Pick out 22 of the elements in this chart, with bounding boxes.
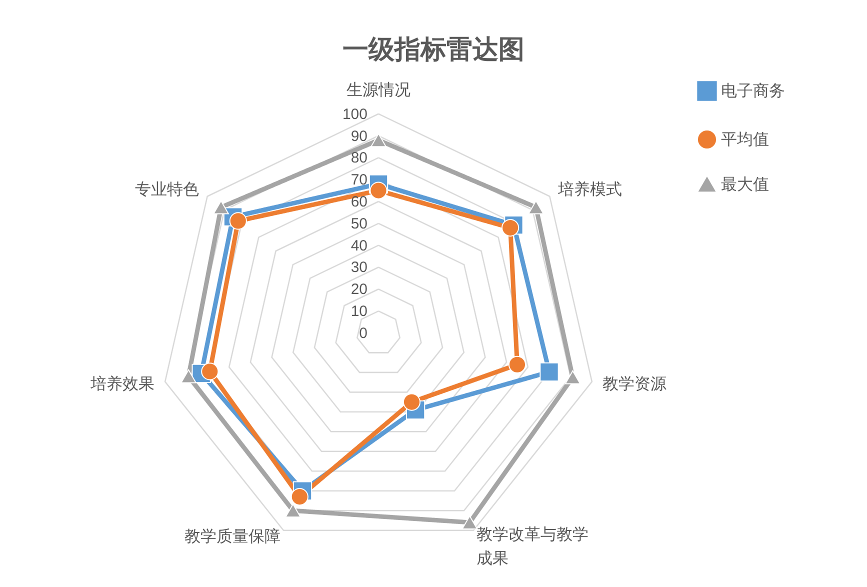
y-tick-label: 100 [342, 106, 368, 123]
y-tick-label: 50 [350, 215, 368, 232]
y-tick-label: 20 [350, 281, 368, 298]
y-tick-label: 70 [350, 172, 368, 189]
spoke-label: 教学资源 [602, 375, 667, 394]
chart-title: 一级指标雷达图 [342, 34, 524, 64]
y-tick-label: 80 [350, 150, 368, 167]
legend-label: 最大值 [721, 176, 769, 194]
spoke-label: 教学改革与教学成果 [476, 525, 588, 568]
legend-label: 电子商务 [721, 82, 785, 100]
legend-label: 平均值 [721, 132, 769, 148]
y-tick-label: 10 [350, 303, 368, 320]
spoke-label: 专业特色 [134, 180, 199, 199]
y-tick-label: 60 [350, 194, 368, 210]
spoke-label: 培养模式 [557, 180, 622, 199]
y-tick-label: 40 [350, 237, 368, 254]
y-tick-label: 90 [350, 128, 368, 145]
spoke-label: 培养效果 [89, 375, 154, 394]
y-tick-label: 30 [350, 259, 368, 276]
spoke-label: 生源情况 [346, 80, 410, 99]
spoke-label: 教学质量保障 [184, 527, 281, 546]
y-tick-label: 0 [359, 324, 368, 342]
